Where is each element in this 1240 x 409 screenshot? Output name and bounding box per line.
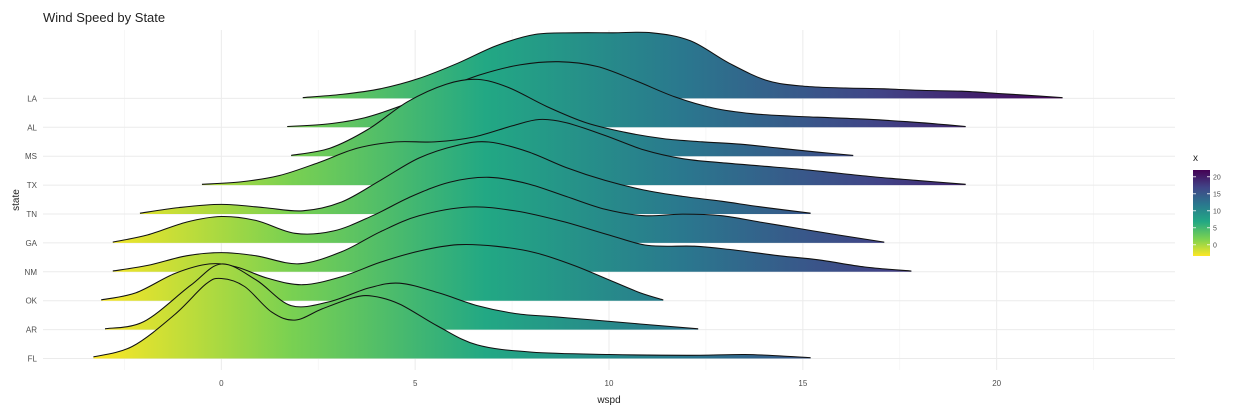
- ridge-ms: [291, 78, 854, 157]
- ridge-fill-fl: [93, 278, 811, 359]
- y-tick-label: AR: [26, 326, 37, 335]
- color-legend: x 20 15 10 5 0: [1193, 153, 1221, 256]
- ridge-outline-ga: [112, 176, 885, 243]
- ridge-outline-tx: [201, 118, 966, 185]
- y-tick-label: NM: [25, 268, 38, 277]
- ridge-fl: [93, 277, 811, 359]
- legend-tick-label: 0: [1213, 242, 1217, 249]
- y-tick-label: FL: [28, 355, 38, 364]
- x-tick-label: 20: [992, 379, 1001, 388]
- legend-tick-label: 15: [1213, 191, 1221, 198]
- x-tick-label: 10: [605, 379, 614, 388]
- chart-title: Wind Speed by State: [43, 10, 166, 25]
- y-tick-label: GA: [25, 239, 37, 248]
- ridge-outline-ar: [104, 263, 699, 330]
- legend-tick-label: 5: [1213, 225, 1217, 232]
- density-ridges: [93, 31, 1063, 359]
- ridge-fill-nm: [112, 206, 912, 272]
- ridge-outline-ms: [291, 78, 854, 156]
- x-tick-label: 15: [798, 379, 807, 388]
- y-tick-label: TX: [27, 181, 38, 190]
- ridge-outline-fl: [93, 277, 811, 359]
- ridge-fill-tx: [201, 119, 966, 186]
- x-axis-title: wspd: [596, 395, 620, 406]
- ridge-outline-nm: [112, 206, 912, 272]
- ridge-outline-la: [302, 31, 1063, 99]
- ridge-fill-la: [302, 32, 1063, 99]
- ridge-tx: [201, 118, 966, 186]
- ridge-outline-ok: [101, 243, 664, 301]
- legend-colorbar: [1193, 170, 1210, 256]
- x-tick-label: 0: [219, 379, 224, 388]
- legend-tick-label: 10: [1213, 208, 1221, 215]
- axes: 0 5 10 15 20 FL AR OK NM GA TN TX MS AL LA wspd state: [11, 94, 1002, 406]
- y-tick-label: OK: [25, 297, 37, 306]
- y-tick-label: LA: [27, 94, 37, 103]
- ridge-outline-tn: [139, 141, 811, 214]
- ridge-la: [302, 31, 1063, 99]
- y-tick-label: AL: [27, 123, 37, 132]
- legend-title: x: [1193, 153, 1198, 164]
- y-tick-label: MS: [25, 152, 37, 161]
- legend-tick-label: 20: [1213, 174, 1221, 181]
- ridge-nm: [112, 206, 912, 272]
- y-tick-label: TN: [26, 210, 37, 219]
- x-tick-label: 5: [413, 379, 418, 388]
- y-axis-title: state: [11, 189, 22, 211]
